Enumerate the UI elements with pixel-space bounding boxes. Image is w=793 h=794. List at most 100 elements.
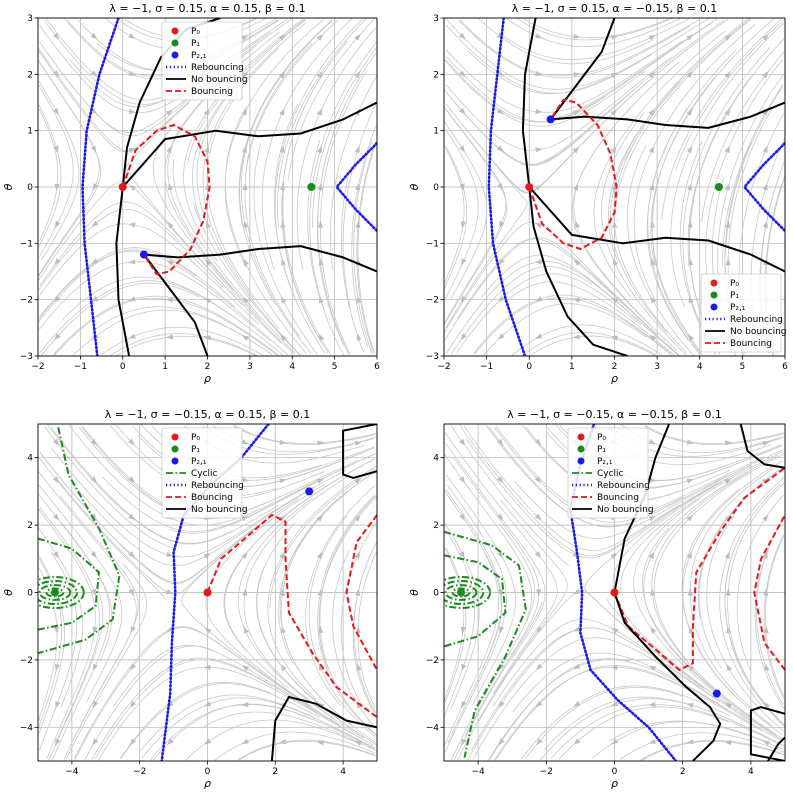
streamline: [317, 186, 345, 346]
curve-rebouncing: [335, 141, 377, 233]
stream-arrow: [53, 108, 59, 116]
streamline: [689, 629, 784, 736]
streamline: [641, 741, 729, 761]
stream-arrow: [128, 184, 137, 191]
streamline: [245, 704, 375, 750]
streamline: [62, 276, 208, 320]
streamline: [296, 111, 321, 271]
streamline: [462, 552, 500, 705]
streamline: [282, 447, 375, 481]
streamline: [357, 47, 377, 75]
stream-arrow: [534, 259, 543, 265]
streamline: [500, 237, 630, 310]
y-tick-label: 1: [433, 127, 439, 137]
streamline: [465, 437, 577, 556]
stream-arrow: [460, 333, 467, 341]
streamline: [652, 49, 737, 188]
curve-no-bouncing: [739, 424, 785, 469]
streamline: [727, 476, 785, 556]
stream-arrow: [354, 740, 363, 746]
streamline: [50, 426, 95, 481]
streamline: [627, 144, 653, 300]
streamline: [765, 518, 784, 556]
streamline: [652, 262, 701, 356]
stream-arrow: [724, 183, 730, 191]
legend-label: P₀: [597, 433, 606, 443]
streamline: [59, 495, 139, 631]
legend-label: Bouncing: [191, 493, 233, 503]
y-tick-label: 3: [433, 14, 439, 24]
streamline: [116, 336, 170, 356]
curve-cyclic: [38, 537, 100, 631]
streamline: [689, 464, 779, 593]
stream-arrow: [725, 588, 731, 596]
streamline: [736, 517, 767, 672]
legend-label: P₂,₁: [191, 457, 207, 467]
stream-arrow: [534, 33, 543, 39]
streamline: [93, 306, 246, 338]
legend-label: No bouncing: [191, 505, 248, 515]
streamline: [462, 442, 570, 566]
stream-arrow: [686, 108, 693, 116]
streamline: [320, 494, 376, 593]
streamline: [185, 741, 208, 761]
stream-arrow: [316, 740, 324, 746]
y-tick-label: 0: [27, 589, 33, 599]
curve-no-bouncing: [550, 101, 785, 129]
streamline: [576, 627, 720, 702]
stream-arrow: [204, 297, 212, 304]
stream-arrow: [92, 183, 99, 191]
streamline: [309, 149, 325, 310]
streamline: [38, 149, 62, 247]
streamline: [56, 201, 181, 263]
stream-arrow: [316, 478, 325, 484]
legend-label: No bouncing: [597, 505, 654, 515]
curve-rebouncing: [487, 18, 527, 356]
stream-arrow: [461, 738, 467, 746]
streamline: [225, 106, 247, 263]
stream-arrow: [166, 626, 174, 632]
streamline: [244, 336, 273, 356]
stream-arrow: [317, 440, 325, 446]
streamline: [652, 18, 690, 38]
streamline: [444, 667, 464, 717]
streamline: [131, 659, 273, 706]
stream-arrow: [54, 333, 61, 341]
streamline: [601, 112, 645, 263]
legend-label: Bouncing: [730, 339, 772, 349]
streamline: [56, 282, 200, 338]
streamline: [500, 479, 630, 557]
streamline: [245, 36, 321, 178]
streamline: [86, 554, 123, 703]
stream-arrow: [499, 220, 505, 229]
streamline: [320, 70, 367, 225]
streamline: [727, 18, 783, 75]
x-tick-label: 4: [697, 362, 703, 372]
legend-label: P₂,₁: [730, 303, 746, 313]
streamline: [521, 704, 577, 759]
streamlines: [444, 424, 785, 761]
streamline: [614, 30, 726, 150]
streamline: [445, 18, 464, 38]
stream-arrow: [241, 335, 250, 341]
streamline: [689, 592, 773, 727]
stream-arrow: [128, 513, 136, 521]
streamline: [765, 629, 785, 697]
stream-arrow: [459, 183, 465, 191]
streamline: [320, 41, 377, 150]
streamline: [169, 224, 282, 344]
x-tick-label: 0: [205, 767, 211, 777]
curve-bouncing: [206, 514, 377, 719]
x-tick-label: 2: [680, 767, 686, 777]
streamline: [282, 181, 321, 338]
stream-arrow: [650, 626, 657, 634]
streamline: [498, 32, 653, 60]
streamline: [445, 261, 539, 355]
streamline: [56, 74, 172, 152]
streamline: [279, 490, 348, 630]
stream-arrow: [55, 220, 61, 229]
cyclic-spiral: [45, 587, 65, 598]
stream-arrow: [54, 258, 61, 266]
streamline: [640, 741, 691, 761]
streamline: [287, 36, 359, 181]
